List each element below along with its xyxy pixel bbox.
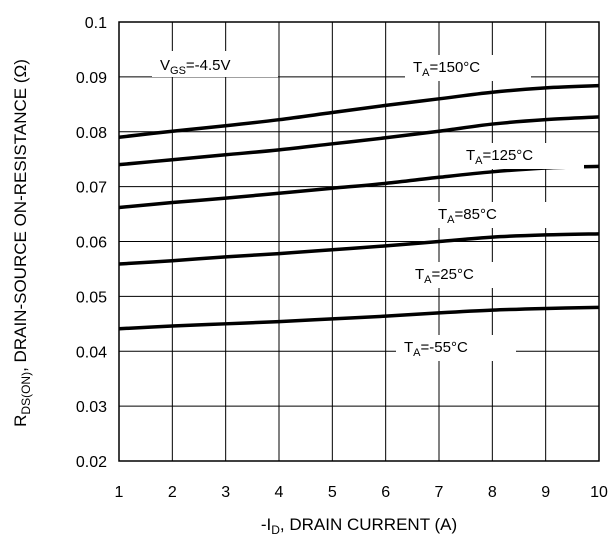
y-tick-label: 0.02: [76, 454, 107, 471]
y-tick-label: 0.06: [76, 235, 107, 252]
y-tick-label: 0.1: [85, 15, 107, 32]
series-line-150c: [118, 83, 600, 139]
x-tick-label: 6: [381, 484, 390, 501]
x-tick-label: 2: [168, 484, 177, 501]
x-tick-label: 4: [275, 484, 284, 501]
series-label-minus55c: TA=-55°C: [404, 339, 468, 359]
x-tick-label: 5: [328, 484, 337, 501]
y-tick-label: 0.03: [76, 399, 107, 416]
series-label-background: [405, 55, 531, 81]
series-label-background: [396, 335, 516, 361]
series-labels: TA=150°C TA=125°C TA=85°C TA=25°C TA=-55°C: [396, 55, 584, 361]
y-tick-label: 0.09: [76, 70, 107, 87]
x-tick-label: 1: [115, 484, 124, 501]
condition-annotation: VGS=-4.5V: [160, 57, 231, 77]
plot-frame: [118, 21, 600, 462]
condition-background: [152, 51, 278, 77]
y-tick-label: 0.07: [76, 180, 107, 197]
y-tick-label: 0.04: [76, 344, 107, 361]
x-tick-label: 3: [221, 484, 230, 501]
series-label-background: [458, 143, 584, 169]
y-tick-labels: 0.02 0.03 0.04 0.05 0.06 0.07 0.08 0.09 0.1: [76, 15, 107, 471]
series-label-25c: TA=25°C: [415, 266, 474, 286]
series-line-25c: [118, 232, 600, 266]
series-label-background: [407, 262, 525, 288]
series-label-150c: TA=150°C: [413, 59, 480, 79]
x-tick-label: 7: [435, 484, 444, 501]
series-label-85c: TA=85°C: [438, 206, 497, 226]
x-tick-label: 10: [590, 484, 608, 501]
series-label-125c: TA=125°C: [466, 147, 533, 167]
x-axis-label: -ID, DRAIN CURRENT (A): [261, 515, 457, 537]
grid: [118, 21, 600, 462]
y-tick-label: 0.08: [76, 125, 107, 142]
x-tick-labels: 1 2 3 4 5 6 7 8 9 10: [115, 484, 608, 501]
y-axis-label: RDS(ON), DRAIN-SOURCE ON-RESISTANCE (Ω): [11, 59, 33, 427]
series-lines: [118, 83, 600, 331]
series-line-minus55c: [118, 305, 600, 331]
series-line-125c: [118, 115, 600, 167]
series-line-85c: [118, 164, 600, 210]
y-tick-label: 0.05: [76, 289, 107, 306]
series-label-background: [430, 202, 548, 228]
x-tick-label: 9: [541, 484, 550, 501]
x-tick-label: 8: [488, 484, 497, 501]
